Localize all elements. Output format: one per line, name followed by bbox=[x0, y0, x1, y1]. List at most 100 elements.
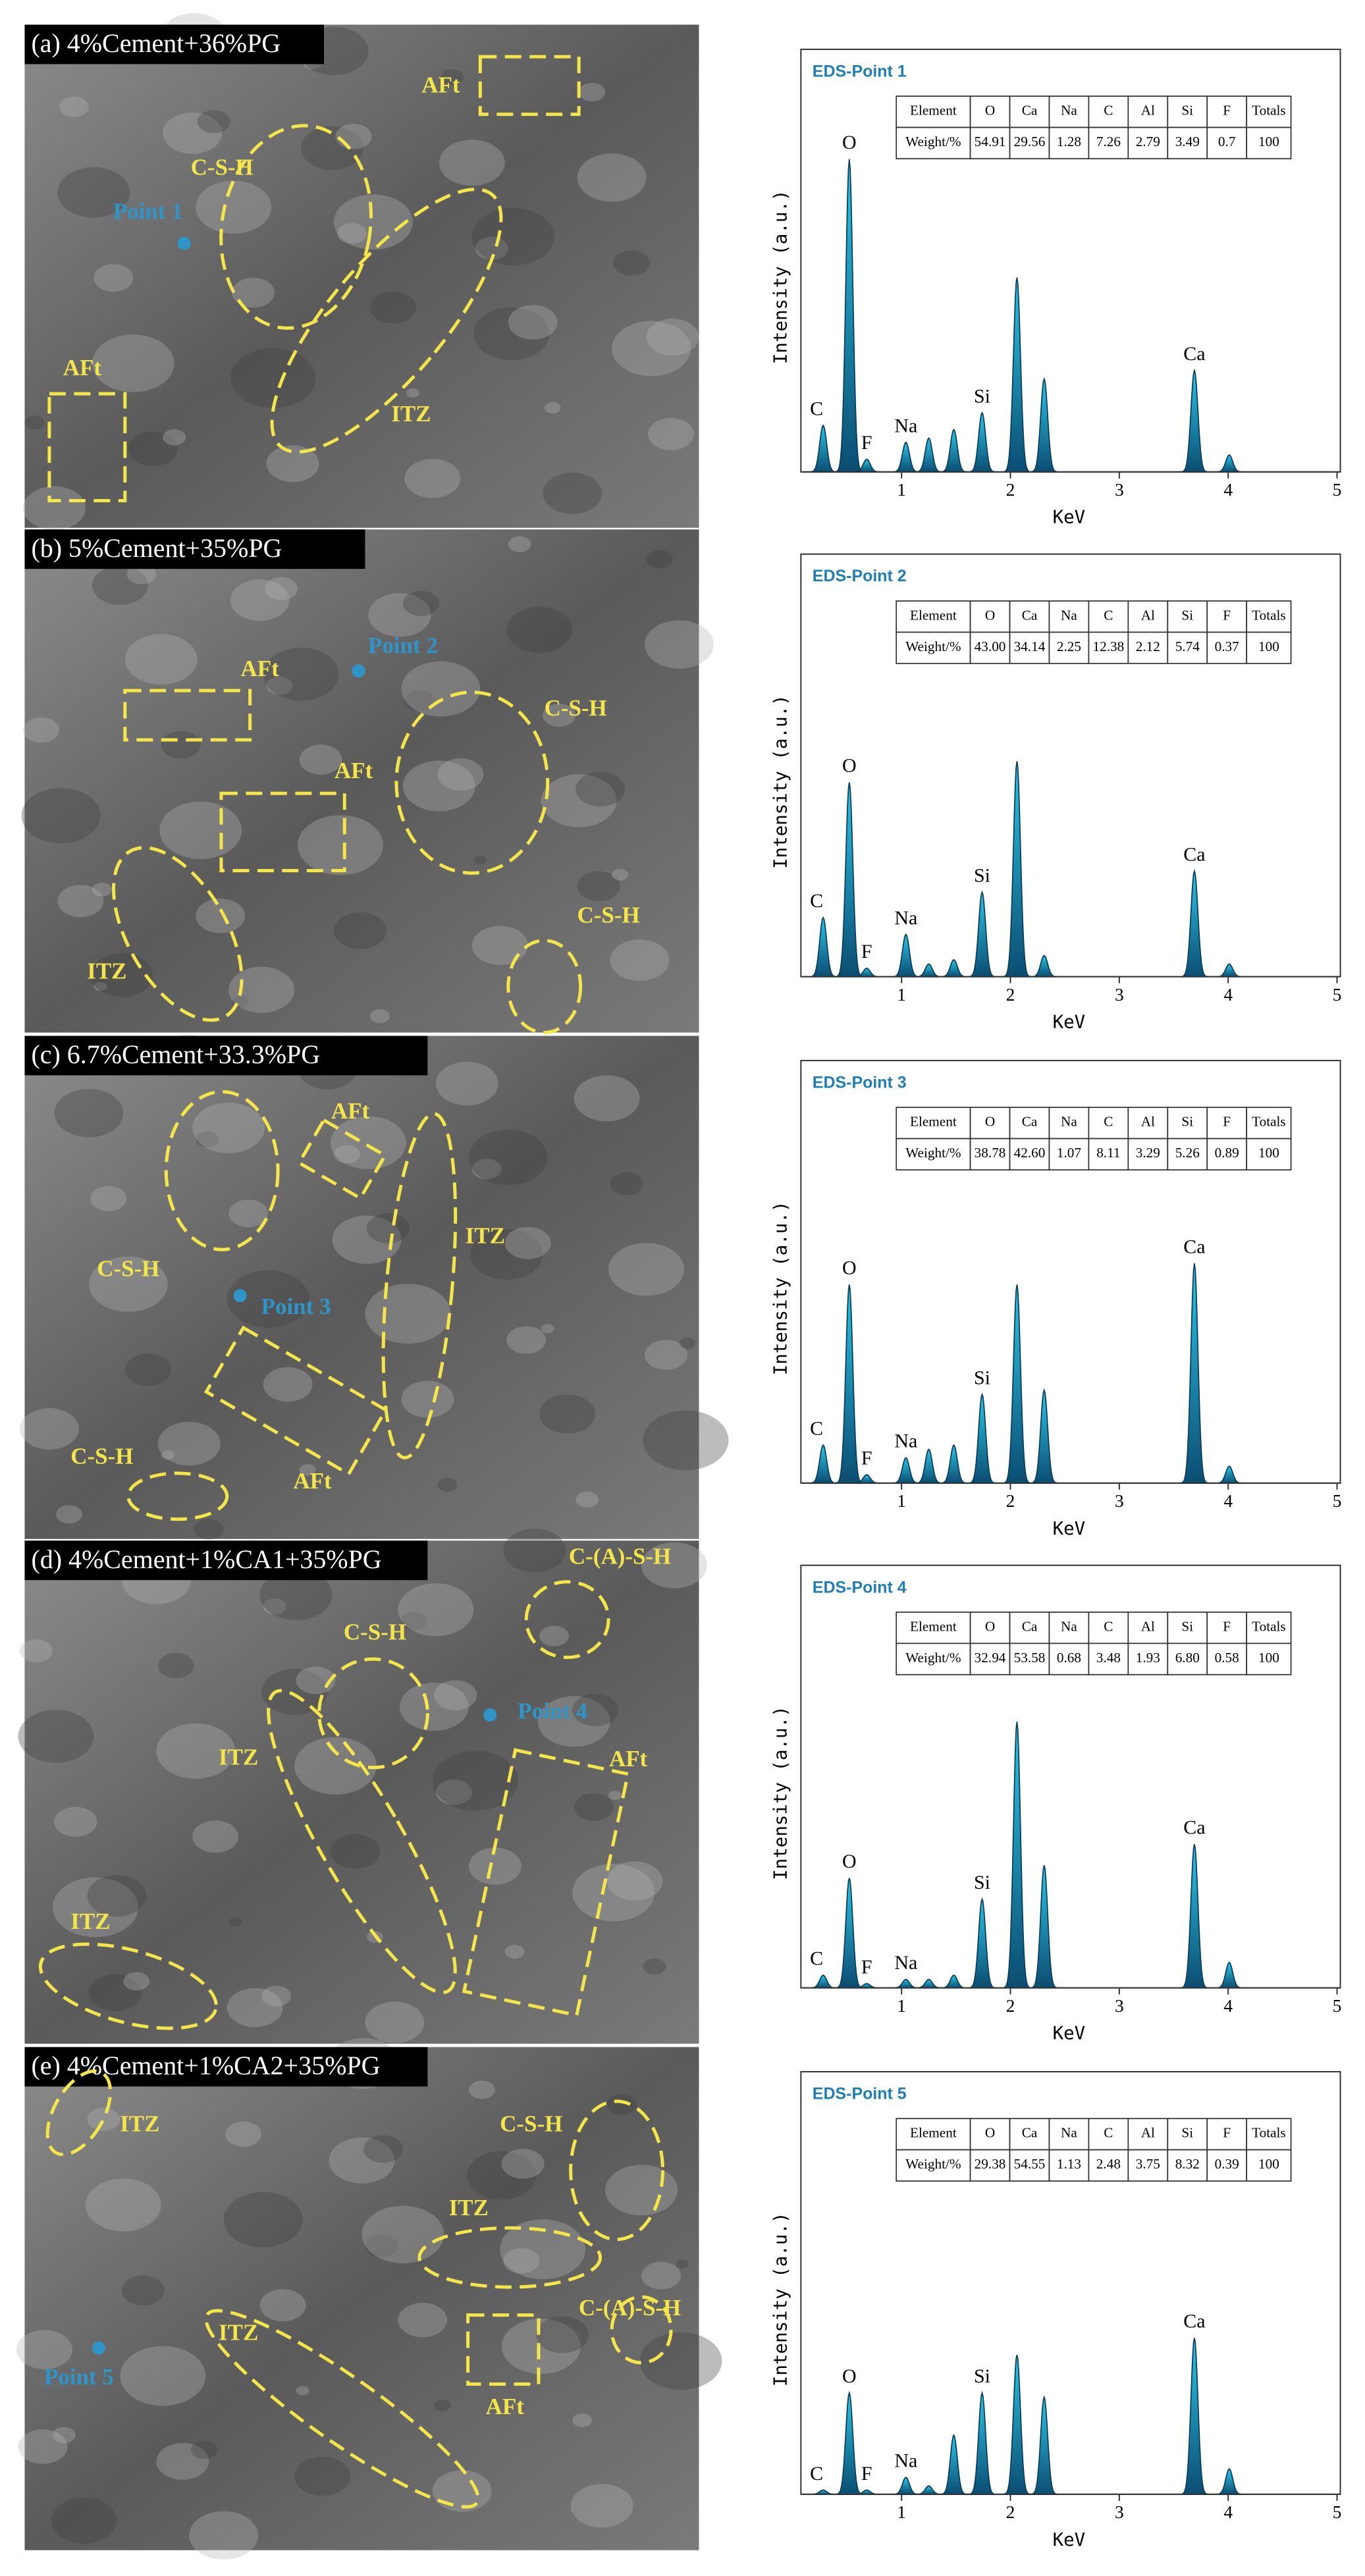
sem-texture bbox=[475, 236, 508, 260]
x-tick-label: 2 bbox=[1006, 2502, 1015, 2522]
annotation-label: AFt bbox=[486, 2394, 525, 2419]
sem-texture bbox=[536, 2316, 589, 2353]
sem-texture bbox=[645, 1340, 687, 1370]
table-text: Weight/% bbox=[905, 1145, 961, 1161]
sem-texture bbox=[503, 1529, 566, 1573]
panel-caption: (b) 5%Cement+35%PG bbox=[31, 533, 282, 563]
annotation-box bbox=[478, 55, 581, 117]
sem-texture bbox=[639, 2332, 722, 2390]
peak-label: Si bbox=[974, 1872, 990, 1893]
table-cell bbox=[1127, 631, 1169, 664]
table-cell bbox=[1167, 1643, 1208, 1675]
peak-label: C bbox=[810, 1417, 823, 1439]
sem-texture bbox=[432, 2470, 492, 2512]
sem-background bbox=[24, 24, 699, 528]
x-tick-label: 4 bbox=[1223, 480, 1233, 500]
table-cell bbox=[1246, 600, 1292, 633]
sem-texture bbox=[263, 647, 339, 701]
x-axis-label: KeV bbox=[1053, 1012, 1086, 1033]
sem-texture bbox=[365, 2234, 398, 2258]
spectrum-peak bbox=[967, 1897, 997, 1989]
table-text: O bbox=[985, 103, 995, 118]
table-cell bbox=[1167, 631, 1208, 664]
x-tick-label: 4 bbox=[1223, 1491, 1233, 1511]
annotation-ellipse bbox=[126, 1471, 229, 1521]
sem-texture bbox=[263, 1598, 286, 1615]
table-text: Al bbox=[1141, 1618, 1155, 1634]
table-text: 100 bbox=[1258, 639, 1279, 654]
spectrum-peak bbox=[834, 1284, 864, 1484]
spectrum-peak bbox=[1029, 2395, 1059, 2495]
sem-texture bbox=[539, 1394, 596, 1434]
table-text: Totals bbox=[1252, 2125, 1286, 2141]
sem-texture bbox=[228, 966, 295, 1013]
sem-texture bbox=[435, 1061, 498, 1106]
table-text: Al bbox=[1141, 1114, 1155, 1130]
sem-texture bbox=[365, 1284, 451, 1344]
table-cell bbox=[1127, 2149, 1169, 2182]
sem-texture bbox=[572, 2413, 593, 2427]
sem-texture bbox=[159, 801, 242, 860]
caption-background bbox=[24, 2047, 428, 2087]
sem-texture bbox=[508, 305, 558, 340]
sem-texture bbox=[398, 2302, 448, 2338]
table-text: Weight/% bbox=[905, 2156, 961, 2172]
table-text: C bbox=[1104, 103, 1113, 118]
sem-texture bbox=[230, 348, 316, 408]
table-cell bbox=[1088, 126, 1129, 159]
sem-texture bbox=[190, 2440, 217, 2459]
x-tick-label: 1 bbox=[897, 480, 906, 500]
table-cell bbox=[1127, 1138, 1169, 1170]
sem-texture bbox=[334, 194, 413, 250]
sem-texture bbox=[57, 167, 130, 218]
sem-texture bbox=[332, 1215, 402, 1264]
y-axis-label: Intensity (a.u.) bbox=[770, 190, 791, 365]
table-text: Na bbox=[1061, 607, 1077, 623]
table-cell bbox=[1246, 631, 1292, 664]
table-text: 100 bbox=[1258, 134, 1279, 149]
sem-texture bbox=[612, 868, 629, 881]
peak-label: F bbox=[861, 432, 872, 454]
sem-texture bbox=[579, 82, 606, 101]
peak-label: O bbox=[842, 1851, 857, 1872]
sem-texture bbox=[676, 2259, 689, 2269]
table-cell bbox=[1048, 1138, 1090, 1170]
sem-texture bbox=[163, 112, 223, 154]
sem-texture bbox=[120, 2346, 206, 2406]
annotation-ellipse bbox=[267, 1689, 457, 1995]
table-text: 7.26 bbox=[1096, 134, 1121, 149]
sem-image bbox=[19, 1034, 729, 1540]
annotation-box bbox=[219, 791, 346, 872]
annotation-box bbox=[47, 392, 127, 503]
x-tick-label: 1 bbox=[897, 2502, 906, 2522]
table-cell bbox=[1088, 95, 1129, 128]
sem-image bbox=[16, 2038, 722, 2560]
table-text: Na bbox=[1061, 1114, 1077, 1130]
spectrum-peak bbox=[891, 933, 921, 978]
sem-texture bbox=[606, 2094, 637, 2115]
table-cell bbox=[1088, 600, 1129, 633]
sem-texture bbox=[331, 1116, 406, 1170]
annotation-ellipse bbox=[524, 1580, 610, 1660]
sem-texture bbox=[648, 417, 694, 450]
spectrum-peak bbox=[892, 1978, 920, 1989]
table-text: 0.68 bbox=[1057, 1650, 1081, 1666]
table-text: O bbox=[985, 2125, 995, 2141]
table-text: 42.60 bbox=[1014, 1145, 1046, 1161]
sem-texture bbox=[575, 1491, 599, 1508]
table-text: 29.38 bbox=[975, 2156, 1006, 2172]
sem-texture bbox=[471, 926, 528, 965]
annotation-ellipse bbox=[506, 939, 583, 1034]
sem-texture bbox=[22, 486, 86, 530]
sem-texture bbox=[404, 690, 435, 711]
y-axis-label: Intensity (a.u.) bbox=[770, 1201, 791, 1376]
table-cell bbox=[969, 2149, 1011, 2182]
x-tick-label: 5 bbox=[1333, 1996, 1342, 2016]
sem-texture bbox=[473, 855, 487, 865]
table-text: O bbox=[985, 607, 995, 623]
sem-texture bbox=[399, 1682, 469, 1731]
annotation-label: ITZ bbox=[120, 2111, 159, 2136]
spectrum-peak bbox=[967, 2390, 997, 2495]
table-text: 32.94 bbox=[975, 1650, 1006, 1666]
table-text: Na bbox=[1061, 103, 1077, 118]
